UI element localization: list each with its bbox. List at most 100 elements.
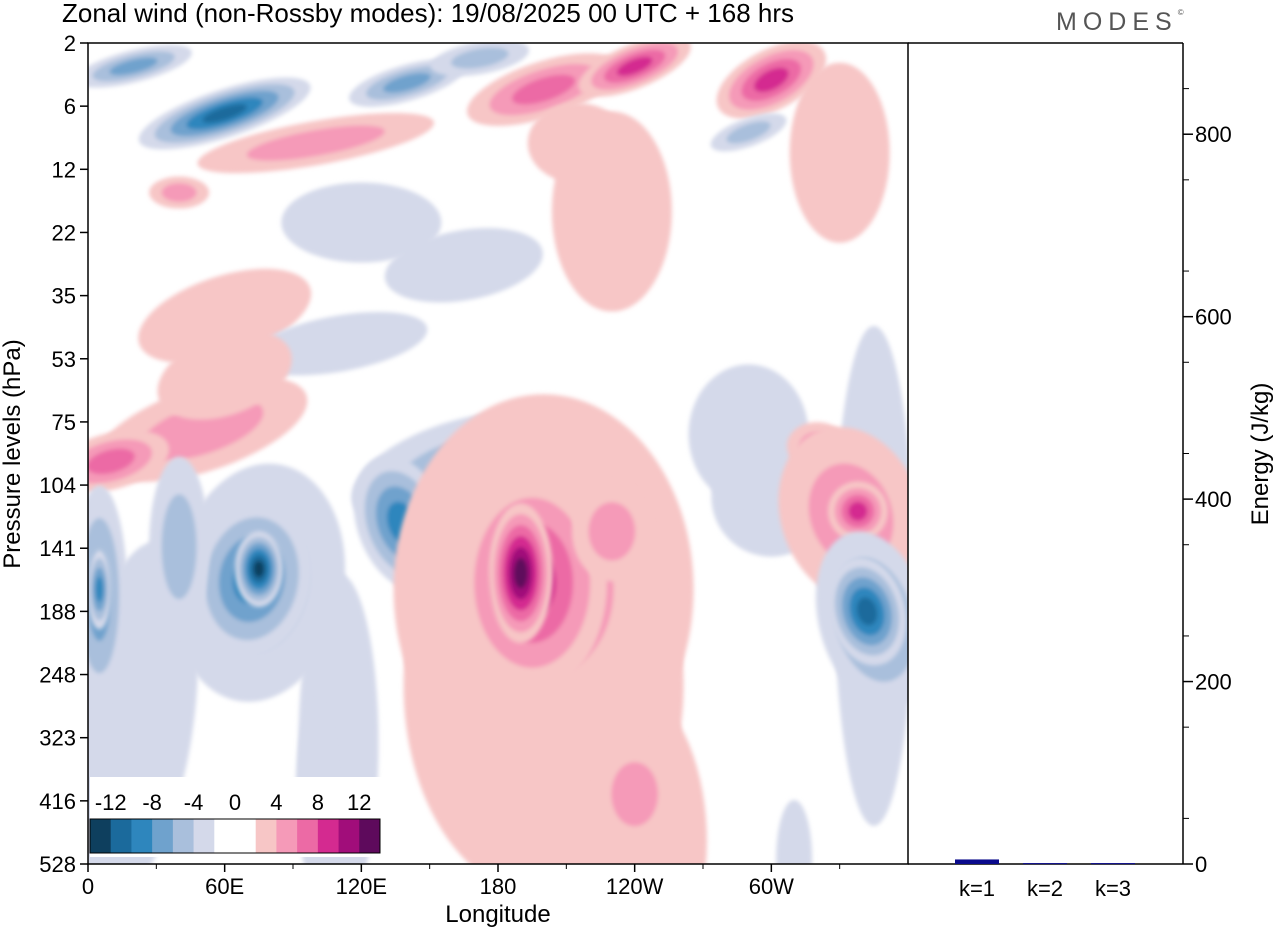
energy-tick-label: 800 — [1195, 122, 1232, 147]
x-tick-label: 60W — [749, 874, 794, 899]
contour-level — [776, 799, 813, 864]
contour-blob — [384, 228, 543, 303]
colorbar-label: 0 — [229, 790, 241, 815]
y-tick-label: 104 — [39, 473, 76, 498]
contour-blob — [430, 43, 530, 77]
y-tick-label: 22 — [52, 220, 76, 245]
colorbar-label: 8 — [312, 790, 324, 815]
heatmap-axes: 0 60E 120E 180 120W 60W 2 6 12 22 35 53 75 104 141 188 2… — [39, 31, 841, 899]
x-tick-label: 180 — [480, 874, 517, 899]
energy-bar — [1023, 863, 1067, 865]
colorbar-label: -4 — [184, 790, 204, 815]
colorbar-swatch — [110, 819, 132, 853]
contour-blob — [488, 503, 553, 644]
contour-level — [848, 501, 868, 521]
x-tick-label: 120W — [606, 874, 664, 899]
contour-level — [161, 183, 197, 202]
contour-blob — [527, 103, 628, 184]
colorbar-swatch — [235, 819, 257, 853]
contour-level — [161, 494, 197, 600]
colorbar-swatch — [276, 819, 298, 853]
x-tick-label: 120E — [336, 874, 387, 899]
y-tick-label: 188 — [39, 599, 76, 624]
contour-blob — [789, 62, 890, 243]
contour-blob — [149, 176, 210, 209]
y-tick-label: 323 — [39, 726, 76, 751]
contour-level — [384, 228, 543, 303]
contour-blob — [88, 45, 192, 88]
contour-level — [249, 311, 428, 376]
colorbar-swatch — [255, 819, 277, 853]
contour-level — [611, 762, 659, 827]
contour-blob — [88, 549, 112, 630]
contour-blob — [578, 43, 691, 97]
contour-blob — [827, 557, 907, 666]
energy-bar — [955, 859, 999, 864]
colorbar-swatch — [297, 819, 319, 853]
contour-blob — [594, 739, 675, 850]
contour-level — [88, 448, 135, 475]
brand-mark: © — [1177, 8, 1184, 17]
colorbar: -12 -8 -4 0 4 8 12 — [89, 777, 384, 857]
y-tick-label: 141 — [39, 536, 76, 561]
contour-level — [451, 47, 509, 69]
contour-level — [753, 67, 789, 93]
energy-tick-label: 600 — [1195, 305, 1232, 330]
colorbar-swatch — [317, 819, 340, 853]
y-tick-label: 12 — [52, 157, 76, 182]
x-tick-label: 0 — [82, 874, 94, 899]
x-tick-label: 60E — [205, 874, 244, 899]
contour-blob — [234, 531, 283, 608]
contour-blob — [827, 481, 888, 542]
y-tick-label: 2 — [64, 31, 76, 56]
chart-title: Zonal wind (non-Rossby modes): 19/08/202… — [62, 0, 794, 28]
energy-axis-label: Energy (J/kg) — [1247, 383, 1274, 526]
contour-level — [253, 560, 265, 578]
colorbar-label: 12 — [347, 790, 371, 815]
contour-level — [157, 330, 292, 420]
energy-axes: 0 200 400 600 800 k=1 k=2 k=3 — [959, 88, 1232, 901]
contour-blob — [88, 430, 170, 493]
y-tick-label: 6 — [64, 94, 76, 119]
contour-blob — [197, 113, 435, 174]
contour-level — [789, 62, 890, 243]
energy-category-label: k=3 — [1095, 876, 1131, 901]
contour-level — [95, 576, 104, 603]
contour-level — [527, 103, 628, 184]
colorbar-swatch — [214, 819, 236, 853]
brand-text: MODES — [1056, 8, 1178, 36]
contour-blob — [149, 456, 210, 637]
heatmap-field — [88, 43, 908, 864]
energy-tick-label: 400 — [1195, 487, 1232, 512]
colorbar-label: -12 — [95, 790, 127, 815]
contour-level — [688, 364, 809, 505]
energy-tick-label: 0 — [1195, 852, 1207, 877]
energy-category-label: k=1 — [959, 876, 995, 901]
y-tick-label: 528 — [39, 852, 76, 877]
energy-bar — [1091, 863, 1135, 865]
contour-blob — [157, 330, 292, 420]
contour-blob — [466, 53, 621, 126]
contour-level — [856, 597, 878, 626]
energy-bars — [955, 859, 1135, 865]
contour-level — [383, 72, 431, 93]
colorbar-swatch — [90, 819, 112, 853]
contour-level — [281, 182, 442, 263]
colorbar-swatch — [338, 819, 360, 853]
contour-level — [109, 57, 158, 76]
contour-blob — [571, 481, 652, 582]
colorbar-label: 4 — [270, 790, 282, 815]
contour-blob — [281, 182, 442, 263]
contour-level — [588, 502, 636, 561]
y-axis-label: Pressure levels (hPa) — [0, 339, 26, 568]
contour-level — [202, 104, 247, 123]
x-axis-label: Longitude — [445, 901, 550, 928]
contour-blob — [716, 43, 827, 119]
colorbar-swatch — [152, 819, 174, 853]
y-tick-label: 75 — [52, 410, 76, 435]
y-tick-label: 416 — [39, 789, 76, 814]
contour-level — [513, 557, 528, 589]
y-tick-label: 53 — [52, 347, 76, 372]
colorbar-swatch — [131, 819, 153, 853]
